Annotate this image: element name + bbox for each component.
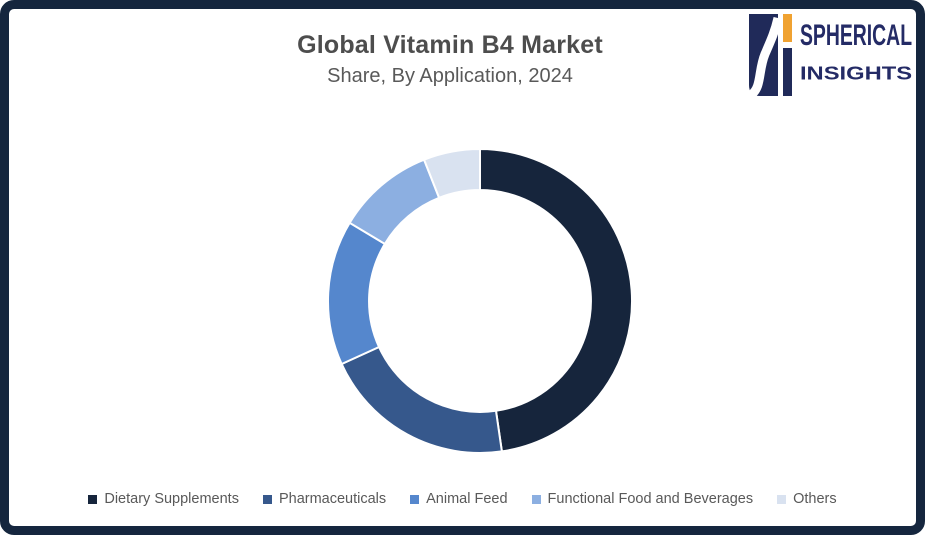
legend-label: Others xyxy=(793,491,837,507)
spherical-insights-logo: SPHERICAL INSIGHTS xyxy=(749,14,915,96)
legend-item-others: Others xyxy=(777,491,837,507)
logo-mark-navy-bar xyxy=(783,48,792,96)
legend-swatch-icon xyxy=(777,494,787,504)
donut-chart xyxy=(327,148,633,454)
donut-chart-area xyxy=(315,136,645,466)
logo-text-spherical: SPHERICAL xyxy=(800,19,912,52)
legend-swatch-icon xyxy=(531,494,541,504)
donut-segment-pharmaceuticals xyxy=(340,345,503,454)
legend-item-functional-food-and-beverages: Functional Food and Beverages xyxy=(531,491,754,507)
legend-item-pharmaceuticals: Pharmaceuticals xyxy=(262,491,387,507)
donut-segment-dietary-supplements xyxy=(479,148,633,453)
logo-text-insights: INSIGHTS xyxy=(800,63,912,84)
chart-title: Global Vitamin B4 Market xyxy=(297,31,603,59)
legend-swatch-icon xyxy=(88,494,98,504)
legend-swatch-icon xyxy=(410,494,420,504)
logo-mark-curve xyxy=(749,16,783,96)
legend-label: Functional Food and Beverages xyxy=(547,491,754,507)
donut-segment-others xyxy=(423,148,481,199)
legend-item-dietary-supplements: Dietary Supplements xyxy=(88,491,239,507)
donut-segment-animal-feed xyxy=(327,221,386,365)
legend-label: Dietary Supplements xyxy=(104,491,239,507)
logo-text: SPHERICAL INSIGHTS xyxy=(800,19,912,84)
chart-subtitle: Share, By Application, 2024 xyxy=(327,64,573,87)
logo-mark-icon xyxy=(749,14,792,96)
legend-label: Pharmaceuticals xyxy=(278,491,387,507)
legend-item-animal-feed: Animal Feed xyxy=(410,491,508,507)
legend-swatch-icon xyxy=(262,494,272,504)
chart-legend: Dietary Supplements Pharmaceuticals Animal… xyxy=(0,491,925,507)
donut-segment-functional-food-and-beverages xyxy=(348,158,441,245)
logo-mark-orange-bar xyxy=(783,14,792,42)
chart-header: Global Vitamin B4 Market Share, By Appli… xyxy=(0,31,900,88)
legend-label: Animal Feed xyxy=(426,491,508,507)
